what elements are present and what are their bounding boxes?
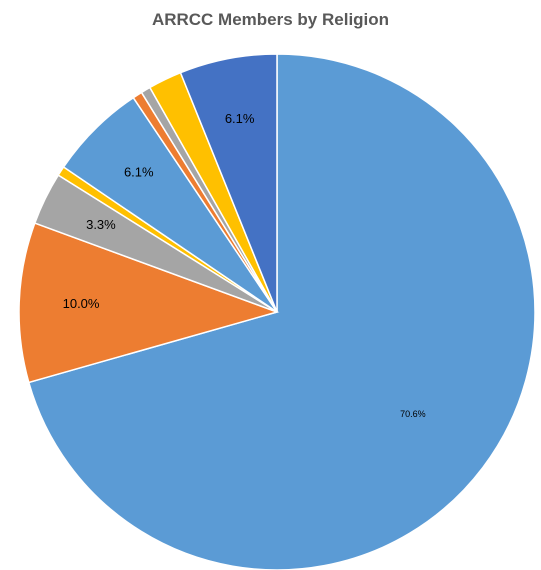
pie-slice [27,53,536,570]
slice-label: 6.1% [124,164,154,179]
chart-title: ARRCC Members by Religion [151,10,390,29]
pie-slice [18,222,280,384]
slice-label: 6.1% [225,111,255,126]
slice-label: 3.3% [86,217,116,232]
pie-slice [179,53,278,313]
slice-label: 10.0% [63,296,100,311]
slice-label: 70.6% [400,409,426,419]
